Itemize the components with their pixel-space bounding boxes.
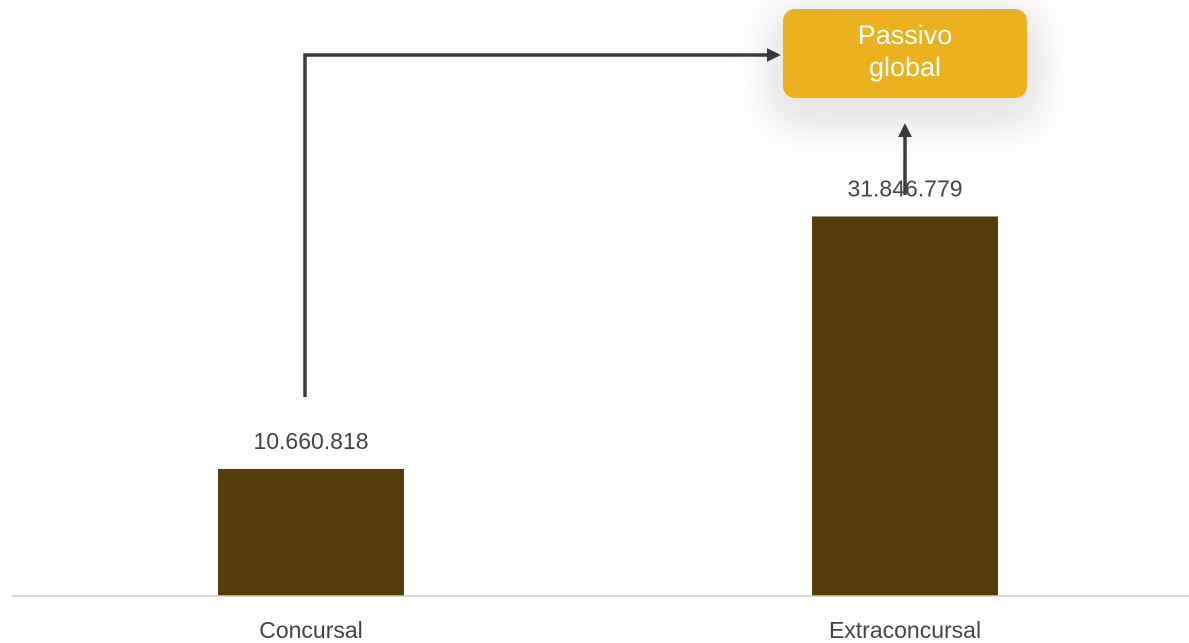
category-label-extraconcursal: Extraconcursal: [829, 617, 981, 643]
passivo-global-label-line1: Passivo: [857, 20, 953, 50]
value-label-extraconcursal: 31.846.779: [847, 175, 962, 201]
bar-concursal: [218, 468, 404, 596]
category-label-concursal: Concursal: [259, 617, 363, 643]
concursal-to-global-arrow: [303, 48, 781, 397]
passivo-global-box: Passivo global: [783, 9, 1027, 98]
bar-extraconcursal: [812, 216, 998, 596]
value-label-concursal: 10.660.818: [253, 428, 368, 454]
passivo-global-label-line2: global: [868, 52, 942, 82]
